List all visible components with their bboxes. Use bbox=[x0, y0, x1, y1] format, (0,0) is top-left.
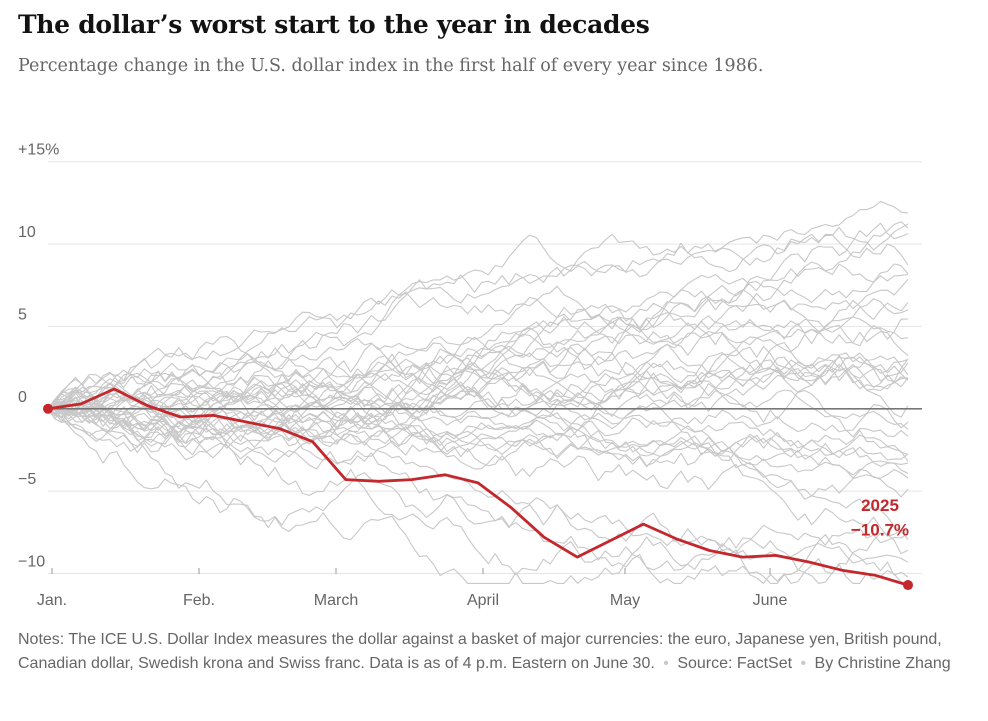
historical-year-line bbox=[47, 289, 909, 434]
historical-year-line bbox=[47, 362, 909, 461]
historical-year-line bbox=[47, 402, 909, 498]
point-2025 bbox=[642, 523, 645, 525]
historical-year-line bbox=[47, 407, 909, 584]
historical-year-line bbox=[47, 223, 909, 411]
point-2025 bbox=[212, 414, 215, 417]
historical-year-line bbox=[47, 316, 909, 410]
y-tick-label: 5 bbox=[18, 306, 27, 323]
label-2025-value: −10.7% bbox=[851, 521, 909, 540]
point-2025 bbox=[146, 404, 149, 407]
highlight-2025-line bbox=[43, 387, 913, 591]
x-tick-label: March bbox=[314, 592, 358, 609]
notes-text: Notes: The ICE U.S. Dollar Index measure… bbox=[18, 631, 942, 672]
historical-year-line bbox=[47, 397, 909, 470]
y-tick-label: −5 bbox=[18, 471, 36, 488]
notes-separator: • bbox=[800, 655, 807, 672]
historical-year-line bbox=[47, 327, 909, 442]
point-2025 bbox=[841, 569, 843, 572]
point-2025 bbox=[874, 574, 876, 576]
point-2025 bbox=[245, 421, 248, 423]
end-dot-2025 bbox=[903, 580, 913, 591]
point-2025 bbox=[510, 506, 512, 509]
x-tick-label: June bbox=[753, 592, 788, 609]
y-tick-label: +15% bbox=[18, 142, 59, 159]
chart-title: The dollar’s worst start to the year in … bbox=[18, 10, 650, 39]
y-tick-label: 10 bbox=[18, 224, 36, 241]
point-2025 bbox=[576, 556, 579, 558]
historical-year-line bbox=[47, 318, 909, 431]
start-dot-2025 bbox=[43, 403, 53, 414]
historical-year-line bbox=[47, 356, 909, 444]
point-2025 bbox=[774, 554, 777, 557]
historical-year-line bbox=[47, 273, 909, 411]
historical-year-line bbox=[47, 336, 909, 432]
point-2025 bbox=[477, 482, 479, 484]
point-2025 bbox=[411, 478, 413, 481]
chart-labels: +15% 10 5 0 −5 −10 Jan. Feb. March April May June 20… bbox=[18, 142, 909, 609]
y-tick-label: 0 bbox=[18, 389, 27, 406]
notes-source: Source: FactSet bbox=[677, 655, 793, 672]
point-2025 bbox=[344, 478, 347, 481]
point-2025 bbox=[609, 539, 612, 542]
x-tick-label: April bbox=[467, 592, 499, 609]
x-tick-label: May bbox=[610, 592, 640, 609]
historical-year-line bbox=[47, 200, 909, 416]
point-2025 bbox=[113, 388, 115, 390]
point-2025 bbox=[377, 480, 380, 483]
notes-byline: By Christine Zhang bbox=[814, 655, 951, 672]
historical-year-line bbox=[47, 279, 909, 410]
notes-separator: • bbox=[663, 655, 669, 672]
x-tick-label: Jan. bbox=[37, 592, 67, 609]
point-2025 bbox=[543, 536, 545, 539]
historical-year-line bbox=[47, 315, 909, 436]
historical-year-line bbox=[47, 390, 909, 537]
point-2025 bbox=[807, 561, 810, 563]
point-2025 bbox=[444, 473, 446, 476]
historical-year-line bbox=[47, 221, 909, 411]
point-2025 bbox=[278, 427, 281, 430]
historical-year-line bbox=[47, 391, 909, 456]
gridlines bbox=[48, 161, 922, 575]
point-2025 bbox=[80, 403, 82, 405]
historical-year-line bbox=[47, 343, 909, 420]
point-2025 bbox=[311, 440, 314, 443]
historical-year-line bbox=[47, 403, 909, 584]
dollar-index-chart: +15% 10 5 0 −5 −10 Jan. Feb. March April May June 20… bbox=[18, 142, 922, 609]
historical-year-line bbox=[47, 400, 909, 474]
point-2025 bbox=[675, 538, 678, 540]
y-tick-label: −10 bbox=[18, 554, 45, 571]
x-tick-label: Feb. bbox=[183, 592, 215, 609]
historical-year-line bbox=[47, 386, 909, 571]
historical-year-line bbox=[47, 394, 909, 584]
historical-year-line bbox=[47, 233, 909, 410]
chart-subtitle: Percentage change in the U.S. dollar ind… bbox=[18, 56, 764, 76]
point-2025 bbox=[708, 549, 711, 552]
chart-notes: Notes: The ICE U.S. Dollar Index measure… bbox=[18, 628, 978, 676]
historical-year-line bbox=[47, 358, 909, 445]
point-2025 bbox=[179, 416, 182, 418]
historical-year-lines bbox=[47, 200, 909, 584]
point-2025 bbox=[741, 556, 744, 558]
historical-year-line bbox=[47, 302, 909, 415]
label-2025-year: 2025 bbox=[861, 496, 899, 515]
historical-year-line bbox=[47, 222, 909, 423]
